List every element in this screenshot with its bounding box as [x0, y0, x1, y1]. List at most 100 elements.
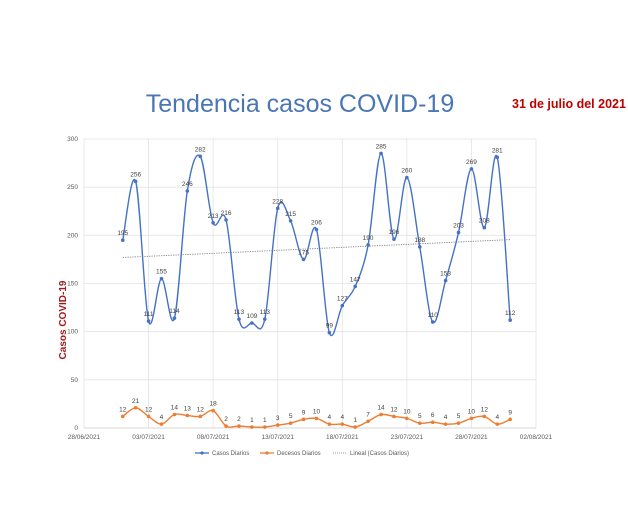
- data-label: 4: [328, 414, 332, 421]
- data-label: 110: [427, 312, 438, 319]
- data-point: [366, 419, 370, 424]
- data-label: 1: [263, 417, 267, 424]
- data-point: [482, 225, 487, 230]
- data-point: [120, 414, 125, 419]
- data-label: 12: [197, 406, 205, 413]
- y-axis-label: Casos COVID-19: [58, 280, 69, 359]
- data-label: 112: [505, 310, 516, 317]
- data-label: 155: [156, 269, 167, 276]
- legend-label: Decesos Diarios: [277, 451, 321, 457]
- data-label: 6: [431, 412, 435, 419]
- data-point: [456, 421, 461, 425]
- data-point: [366, 243, 370, 247]
- data-point: [417, 421, 422, 425]
- x-tick-label: 28/07/2021: [455, 434, 488, 441]
- data-point: [159, 422, 164, 426]
- data-label: 10: [313, 408, 321, 415]
- data-point: [430, 420, 435, 425]
- legend-item: Casos Diarios: [195, 451, 249, 457]
- data-label: 14: [377, 405, 385, 412]
- data-point: [185, 413, 190, 418]
- data-point: [146, 414, 151, 419]
- data-label: 2: [224, 416, 228, 423]
- data-label: 109: [246, 313, 257, 320]
- data-point: [250, 321, 254, 325]
- data-point: [469, 416, 474, 421]
- data-label: 4: [444, 414, 448, 421]
- data-point: [263, 425, 267, 429]
- data-point: [275, 206, 280, 211]
- data-label: 246: [182, 181, 193, 188]
- data-point: [508, 318, 512, 322]
- data-point: [301, 417, 306, 422]
- x-tick-label: 02/08/2021: [520, 434, 553, 441]
- data-label: 153: [440, 271, 451, 278]
- data-label: 282: [195, 146, 206, 153]
- y-tick-label: 50: [71, 377, 79, 384]
- data-label: 12: [390, 406, 398, 413]
- data-point: [430, 320, 435, 324]
- data-point: [340, 422, 345, 426]
- data-label: 208: [479, 218, 490, 225]
- y-tick-label: 150: [67, 281, 78, 288]
- x-tick-label: 28/06/2021: [68, 434, 101, 441]
- data-point: [146, 319, 151, 323]
- data-label: 1: [353, 417, 357, 424]
- data-label: 5: [457, 413, 461, 420]
- data-label: 175: [298, 249, 309, 256]
- data-point: [237, 317, 241, 321]
- y-tick-label: 300: [67, 136, 78, 143]
- data-label: 9: [508, 409, 512, 416]
- chart-title: Tendencia casos COVID-19: [145, 90, 455, 118]
- y-tick-label: 0: [74, 425, 78, 432]
- data-label: 4: [340, 414, 344, 421]
- data-label: 127: [337, 296, 348, 303]
- data-label: 215: [285, 211, 296, 218]
- data-label: 256: [130, 171, 141, 178]
- data-label: 12: [481, 406, 489, 413]
- data-point: [224, 424, 228, 428]
- data-label: 114: [169, 308, 180, 315]
- data-label: 216: [221, 210, 232, 217]
- data-label: 1: [250, 417, 254, 424]
- data-point: [456, 230, 461, 235]
- data-point: [495, 155, 500, 160]
- data-label: 10: [468, 408, 476, 415]
- data-label: 21: [132, 398, 140, 405]
- data-point: [405, 175, 409, 180]
- legend-item: Decesos Diarios: [260, 451, 321, 457]
- data-point: [211, 221, 215, 225]
- data-point: [327, 330, 332, 335]
- data-point: [263, 317, 267, 321]
- data-point: [198, 154, 203, 159]
- legend-label: Lineal (Casos Diarios): [350, 451, 409, 457]
- data-label: 10: [403, 408, 411, 415]
- data-label: 269: [466, 159, 477, 166]
- data-point: [314, 416, 319, 421]
- data-label: 99: [326, 323, 334, 330]
- data-point: [133, 179, 138, 184]
- data-point: [120, 238, 125, 242]
- data-label: 285: [376, 143, 387, 150]
- data-point: [469, 167, 474, 171]
- data-point: [172, 316, 177, 320]
- x-tick-label: 03/07/2021: [132, 434, 165, 441]
- legend-marker: [200, 451, 204, 455]
- data-point: [224, 218, 228, 222]
- data-label: 281: [492, 147, 503, 154]
- gridlines: [83, 138, 537, 429]
- data-label: 2: [237, 416, 241, 423]
- data-label: 147: [350, 276, 361, 283]
- data-point: [288, 219, 293, 223]
- data-point: [353, 284, 358, 289]
- data-label: 4: [495, 414, 499, 421]
- data-point: [159, 276, 164, 281]
- data-point: [211, 408, 215, 413]
- data-label: 203: [453, 222, 464, 229]
- data-point: [379, 151, 383, 156]
- x-tick-label: 08/07/2021: [197, 434, 230, 441]
- data-point: [443, 422, 448, 426]
